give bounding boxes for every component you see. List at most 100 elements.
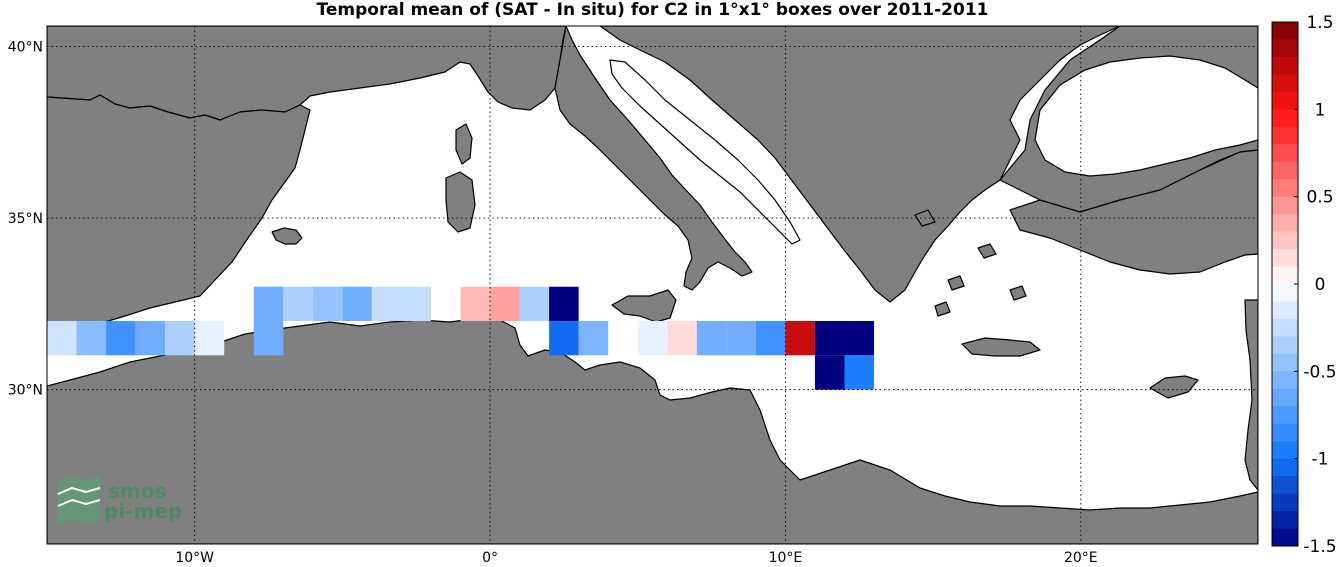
colorbar-step — [1272, 301, 1298, 320]
colorbar-step — [1272, 388, 1298, 407]
colorbar-step — [1272, 353, 1298, 372]
colorbar-tick-labels: 1.5 1 0.5 0 -0.5 -1 -1.5 — [1294, 13, 1337, 557]
colorbar-step — [1272, 458, 1298, 477]
graticule — [47, 26, 1258, 544]
latitude-label: 35°N — [8, 211, 43, 227]
heatmap-cell — [76, 321, 107, 356]
colorbar-step — [1272, 56, 1298, 75]
colorbar-step — [1272, 126, 1298, 145]
land-north-africa — [47, 317, 1258, 544]
colorbar-step — [1272, 423, 1298, 442]
heatmap-cell — [253, 321, 284, 356]
heatmap-cell — [194, 321, 225, 356]
latitude-label: 40°N — [8, 40, 43, 56]
colorbar-step — [1272, 74, 1298, 93]
colorbar-step — [1272, 441, 1298, 460]
latitude-label: 30°N — [8, 383, 43, 399]
heatmap-cell — [755, 321, 786, 356]
land-layer — [47, 26, 1258, 544]
heatmap-cell — [696, 321, 727, 356]
heatmap-cell — [814, 355, 845, 390]
colorbar-tick-label: -1 — [1312, 450, 1329, 470]
black-sea — [1034, 55, 1258, 177]
land-cyprus — [1149, 375, 1199, 399]
heatmap-cell — [460, 286, 491, 322]
colorbar-step — [1272, 249, 1298, 268]
colorbar-step — [1272, 109, 1298, 128]
colorbar-step — [1272, 511, 1298, 530]
colorbar — [1271, 21, 1299, 547]
land-anatolia-south — [1009, 149, 1258, 275]
land-aegean-island-5 — [934, 301, 951, 317]
heatmap-cell — [814, 321, 845, 356]
colorbar-step — [1272, 284, 1298, 302]
land-aegean-island-2 — [947, 275, 965, 291]
colorbar-step — [1272, 231, 1298, 250]
colorbar-step — [1272, 476, 1298, 495]
colorbar-step — [1272, 214, 1298, 233]
heatmap-cell — [135, 321, 166, 356]
longitude-label: 20°E — [1064, 550, 1098, 566]
heatmap-cell — [785, 321, 815, 356]
heatmap-cell — [371, 286, 402, 322]
longitude-label: 0° — [482, 550, 498, 566]
land-levant — [1244, 299, 1258, 491]
logo-mark — [58, 476, 100, 524]
colorbar-step — [1272, 493, 1298, 512]
colorbar-tick-label: 0 — [1315, 275, 1326, 295]
land-balearic — [271, 227, 303, 245]
colorbar-step — [1272, 179, 1298, 198]
colorbar-step — [1272, 318, 1298, 337]
colorbar-tick-label: -0.5 — [1303, 362, 1336, 382]
heatmap-cell — [342, 286, 372, 322]
colorbar-step — [1272, 39, 1298, 58]
heatmap-cell — [283, 286, 313, 322]
logo-line1: smos — [108, 479, 166, 503]
land-iberia-south — [47, 94, 311, 331]
colorbar-step — [1272, 91, 1298, 110]
colorbar-step — [1272, 266, 1298, 285]
land-balkans — [599, 26, 1121, 303]
heatmap-cell — [490, 286, 520, 322]
chart-title: Temporal mean of (SAT - In situ) for C2 … — [316, 0, 989, 20]
heatmap-cells — [47, 286, 875, 390]
colorbar-tick-label: 1 — [1315, 100, 1326, 120]
colorbar-step — [1272, 528, 1298, 547]
land-aegean-island-3 — [977, 243, 997, 259]
colorbar-tick-label: 1.5 — [1306, 13, 1333, 33]
colorbar-step — [1272, 406, 1298, 425]
heatmap-cell — [549, 286, 579, 322]
heatmap-cell — [253, 286, 284, 322]
heatmap-cell — [519, 286, 550, 322]
smos-pimep-logo: smos pi-mep — [57, 476, 182, 524]
colorbar-step — [1272, 161, 1298, 180]
land-corsica — [455, 123, 473, 165]
latitude-labels: 40°N 35°N 30°N — [8, 40, 43, 399]
heatmap-cell — [312, 286, 343, 322]
land-crete — [961, 337, 1041, 357]
heatmap-cell — [165, 321, 195, 356]
heatmap-cell — [578, 321, 609, 356]
land-italy — [554, 26, 753, 291]
colorbar-step — [1272, 371, 1298, 390]
colorbar-step — [1272, 22, 1298, 40]
longitude-labels: 10°W 0° 10°E 20°E — [175, 550, 1097, 566]
land-sicily — [611, 289, 677, 323]
plot-frame — [46, 25, 1259, 545]
land-sardinia — [445, 171, 476, 233]
heatmap-cell — [726, 321, 756, 356]
colorbar-step — [1272, 144, 1298, 163]
adriatic-sea — [609, 59, 801, 245]
heatmap-cell — [667, 321, 697, 356]
colorbar-step — [1272, 336, 1298, 355]
heatmap-cell — [106, 321, 136, 356]
colorbar-step — [1272, 196, 1298, 215]
land-aegean-island-4 — [1009, 285, 1027, 301]
heatmap-cell — [549, 321, 579, 356]
colorbar-tick-label: 0.5 — [1306, 188, 1333, 208]
heatmap-cell — [401, 286, 431, 322]
longitude-label: 10°E — [769, 550, 803, 566]
colorbar-tick-label: -1.5 — [1303, 537, 1336, 557]
logo-line2: pi-mep — [104, 499, 182, 523]
